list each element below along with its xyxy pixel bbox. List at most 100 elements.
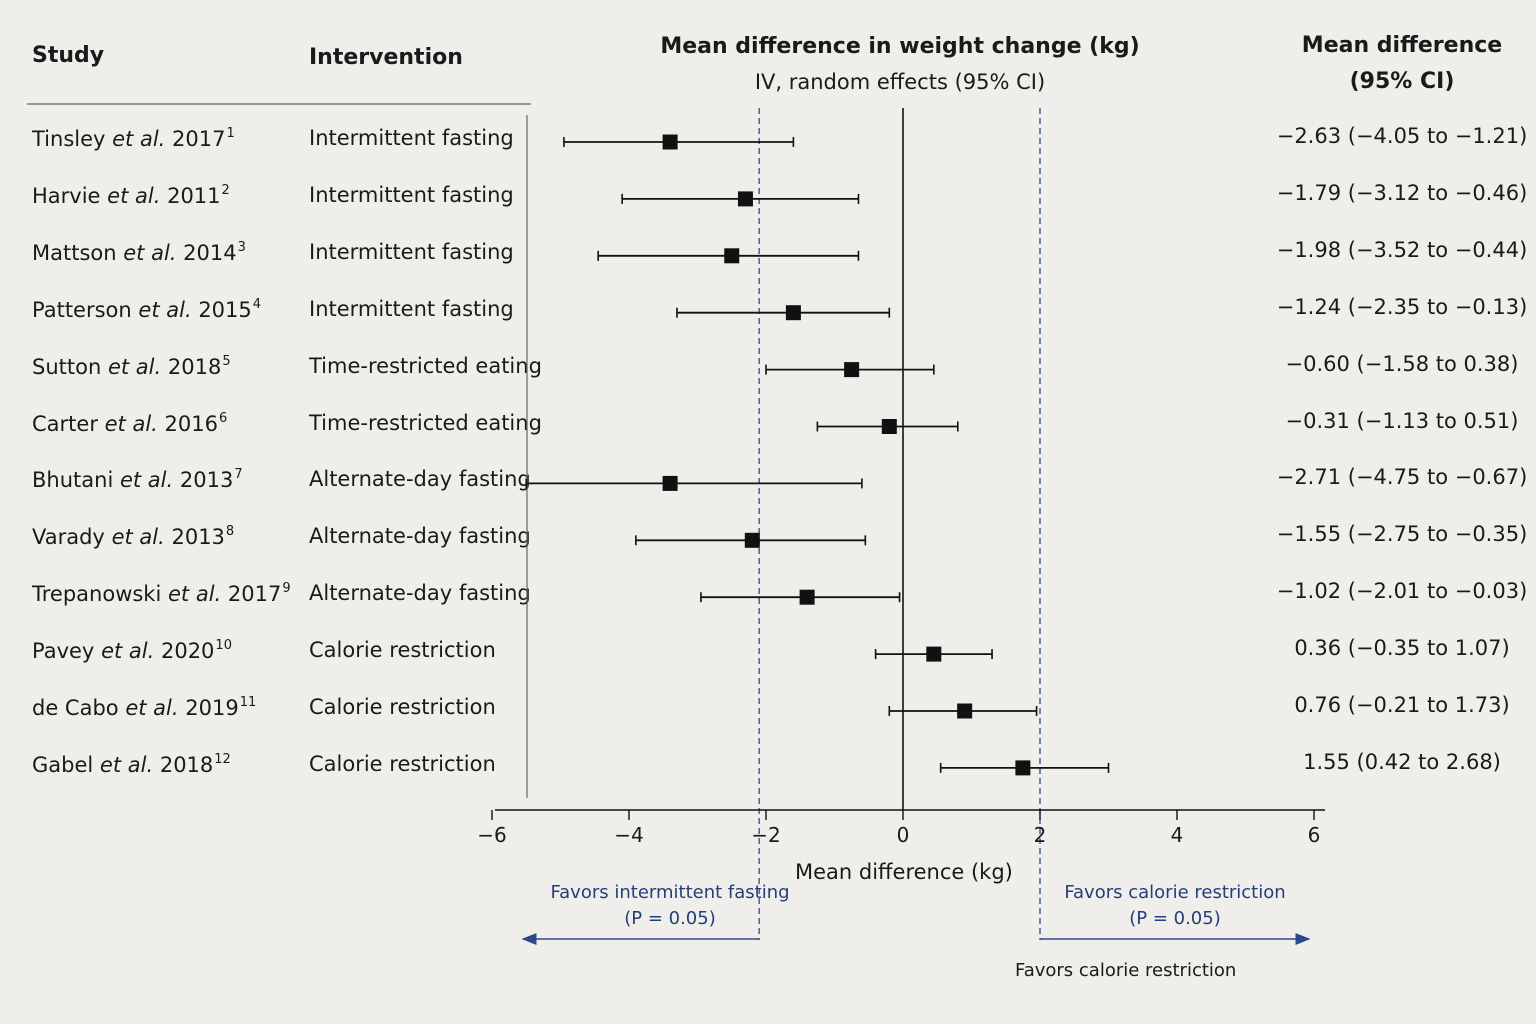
ci-value-label: −1.98 (−3.52 to −0.44) bbox=[1276, 237, 1528, 262]
intervention-label: Intermittent fasting bbox=[309, 296, 514, 321]
study-etal: et al. bbox=[111, 525, 165, 550]
study-etal: et al. bbox=[125, 696, 179, 720]
study-reference: 9 bbox=[282, 581, 291, 597]
study-label: Carter et al. 20166 bbox=[32, 411, 227, 436]
point-estimate-marker bbox=[737, 191, 753, 207]
study-reference: 6 bbox=[219, 410, 228, 426]
x-tick-label: 2 bbox=[1033, 823, 1047, 847]
intervention-label: Calorie restriction bbox=[309, 751, 496, 776]
ci-value-label: −2.71 (−4.75 to −0.67) bbox=[1276, 465, 1528, 490]
study-year: 2013 bbox=[179, 468, 234, 493]
study-author: Sutton bbox=[32, 354, 102, 379]
point-estimate-marker bbox=[881, 419, 897, 434]
study-year: 2020 bbox=[160, 639, 215, 664]
study-reference: 7 bbox=[234, 467, 243, 483]
ci-value-label: −1.24 (−2.35 to −0.13) bbox=[1276, 294, 1528, 319]
point-estimate-marker bbox=[799, 589, 815, 605]
study-etal: et al. bbox=[101, 639, 155, 664]
study-label: Mattson et al. 20143 bbox=[32, 240, 246, 265]
study-reference: 5 bbox=[222, 353, 231, 369]
study-reference: 4 bbox=[252, 296, 262, 312]
x-tick-label: 0 bbox=[896, 823, 910, 847]
study-author: Tinsley bbox=[32, 127, 106, 151]
x-tick-label: −6 bbox=[477, 823, 507, 847]
intervention-label: Alternate-day fasting bbox=[309, 524, 531, 549]
study-etal: et al. bbox=[168, 582, 222, 607]
study-etal: et al. bbox=[138, 297, 192, 322]
favors-left-line2: (P = 0.05) bbox=[624, 908, 716, 929]
intervention-label: Time-restricted eating bbox=[309, 410, 542, 435]
favors-right-annotation: Favors calorie restriction (P = 0.05) bbox=[1055, 880, 1295, 932]
point-estimate-marker bbox=[724, 248, 740, 264]
x-tick-label: −2 bbox=[751, 823, 781, 847]
study-year: 2013 bbox=[171, 525, 225, 550]
study-year: 2018 bbox=[167, 354, 222, 379]
study-reference: 8 bbox=[225, 524, 235, 540]
study-etal: et al. bbox=[107, 354, 162, 379]
study-label: Harvie et al. 20112 bbox=[32, 183, 230, 208]
ci-value-label: −1.02 (−2.01 to −0.03) bbox=[1276, 579, 1528, 604]
point-estimate-marker bbox=[662, 134, 678, 150]
favors-bottom-annotation: Favors calorie restriction bbox=[1015, 960, 1237, 981]
intervention-label: Alternate-day fasting bbox=[309, 581, 531, 606]
study-etal: et al. bbox=[99, 752, 154, 777]
study-year: 2015 bbox=[198, 297, 252, 322]
study-author: Harvie bbox=[32, 183, 101, 208]
ci-column-header-line2: (95% CI) bbox=[1349, 69, 1455, 94]
study-author: Mattson bbox=[32, 240, 117, 265]
favors-right-line2: (P = 0.05) bbox=[1129, 908, 1221, 929]
intervention-label: Time-restricted eating bbox=[309, 353, 542, 378]
study-author: Carter bbox=[32, 411, 98, 436]
study-year: 2017 bbox=[227, 582, 282, 607]
x-axis-title: Mean difference (kg) bbox=[795, 860, 1013, 884]
study-column-header: Study bbox=[32, 43, 105, 68]
ci-value-label: −2.63 (−4.05 to −1.21) bbox=[1276, 124, 1528, 148]
study-etal: et al. bbox=[123, 240, 177, 265]
study-etal: et al. bbox=[119, 468, 174, 493]
intervention-column-header: Intervention bbox=[309, 45, 463, 70]
favors-left-line1: Favors intermittent fasting bbox=[550, 882, 790, 903]
ci-value-label: −0.60 (−1.58 to 0.38) bbox=[1285, 351, 1519, 376]
study-year: 2014 bbox=[183, 240, 237, 265]
study-etal: et al. bbox=[107, 183, 161, 208]
intervention-label: Intermittent fasting bbox=[309, 126, 514, 150]
study-etal: et al. bbox=[112, 127, 166, 151]
x-tick-label: −4 bbox=[614, 823, 644, 847]
point-estimate-marker bbox=[785, 305, 801, 321]
study-author: Pavey bbox=[32, 639, 95, 664]
ci-column-header-line1: Mean difference bbox=[1301, 33, 1503, 58]
intervention-label: Calorie restriction bbox=[309, 695, 496, 719]
study-label: Patterson et al. 20154 bbox=[32, 297, 261, 322]
study-year: 2018 bbox=[159, 752, 214, 777]
point-estimate-marker bbox=[662, 475, 678, 491]
study-author: de Cabo bbox=[32, 696, 119, 720]
favors-left-annotation: Favors intermittent fasting (P = 0.05) bbox=[550, 880, 790, 932]
study-label: Trepanowski et al. 20179 bbox=[32, 581, 291, 606]
point-estimate-marker bbox=[926, 646, 942, 662]
study-reference: 12 bbox=[214, 751, 231, 767]
study-etal: et al. bbox=[104, 411, 158, 436]
intervention-label: Alternate-day fasting bbox=[309, 467, 531, 492]
study-reference: 1 bbox=[226, 126, 235, 141]
intervention-label: Calorie restriction bbox=[309, 638, 496, 663]
study-label: Tinsley et al. 20171 bbox=[32, 126, 235, 151]
study-author: Bhutani bbox=[32, 468, 114, 493]
ci-value-label: −1.79 (−3.12 to −0.46) bbox=[1276, 180, 1528, 205]
ci-value-label: −0.31 (−1.13 to 0.51) bbox=[1285, 408, 1519, 433]
study-year: 2016 bbox=[164, 411, 218, 436]
ci-value-label: 1.55 (0.42 to 2.68) bbox=[1303, 749, 1501, 774]
favors-right-line1: Favors calorie restriction bbox=[1064, 882, 1286, 903]
study-label: Bhutani et al. 20137 bbox=[32, 467, 243, 492]
intervention-label: Intermittent fasting bbox=[309, 182, 514, 207]
ci-value-label: 0.36 (−0.35 to 1.07) bbox=[1294, 636, 1510, 661]
ci-value-label: 0.76 (−0.21 to 1.73) bbox=[1294, 693, 1510, 717]
study-author: Patterson bbox=[32, 297, 132, 322]
study-reference: 10 bbox=[215, 638, 232, 654]
x-tick-label: 4 bbox=[1170, 823, 1184, 847]
study-label: Pavey et al. 202010 bbox=[32, 638, 232, 663]
study-author: Trepanowski bbox=[32, 582, 162, 607]
study-label: de Cabo et al. 201911 bbox=[32, 695, 256, 720]
ci-value-label: −1.55 (−2.75 to −0.35) bbox=[1276, 522, 1528, 547]
point-estimate-marker bbox=[744, 532, 760, 548]
